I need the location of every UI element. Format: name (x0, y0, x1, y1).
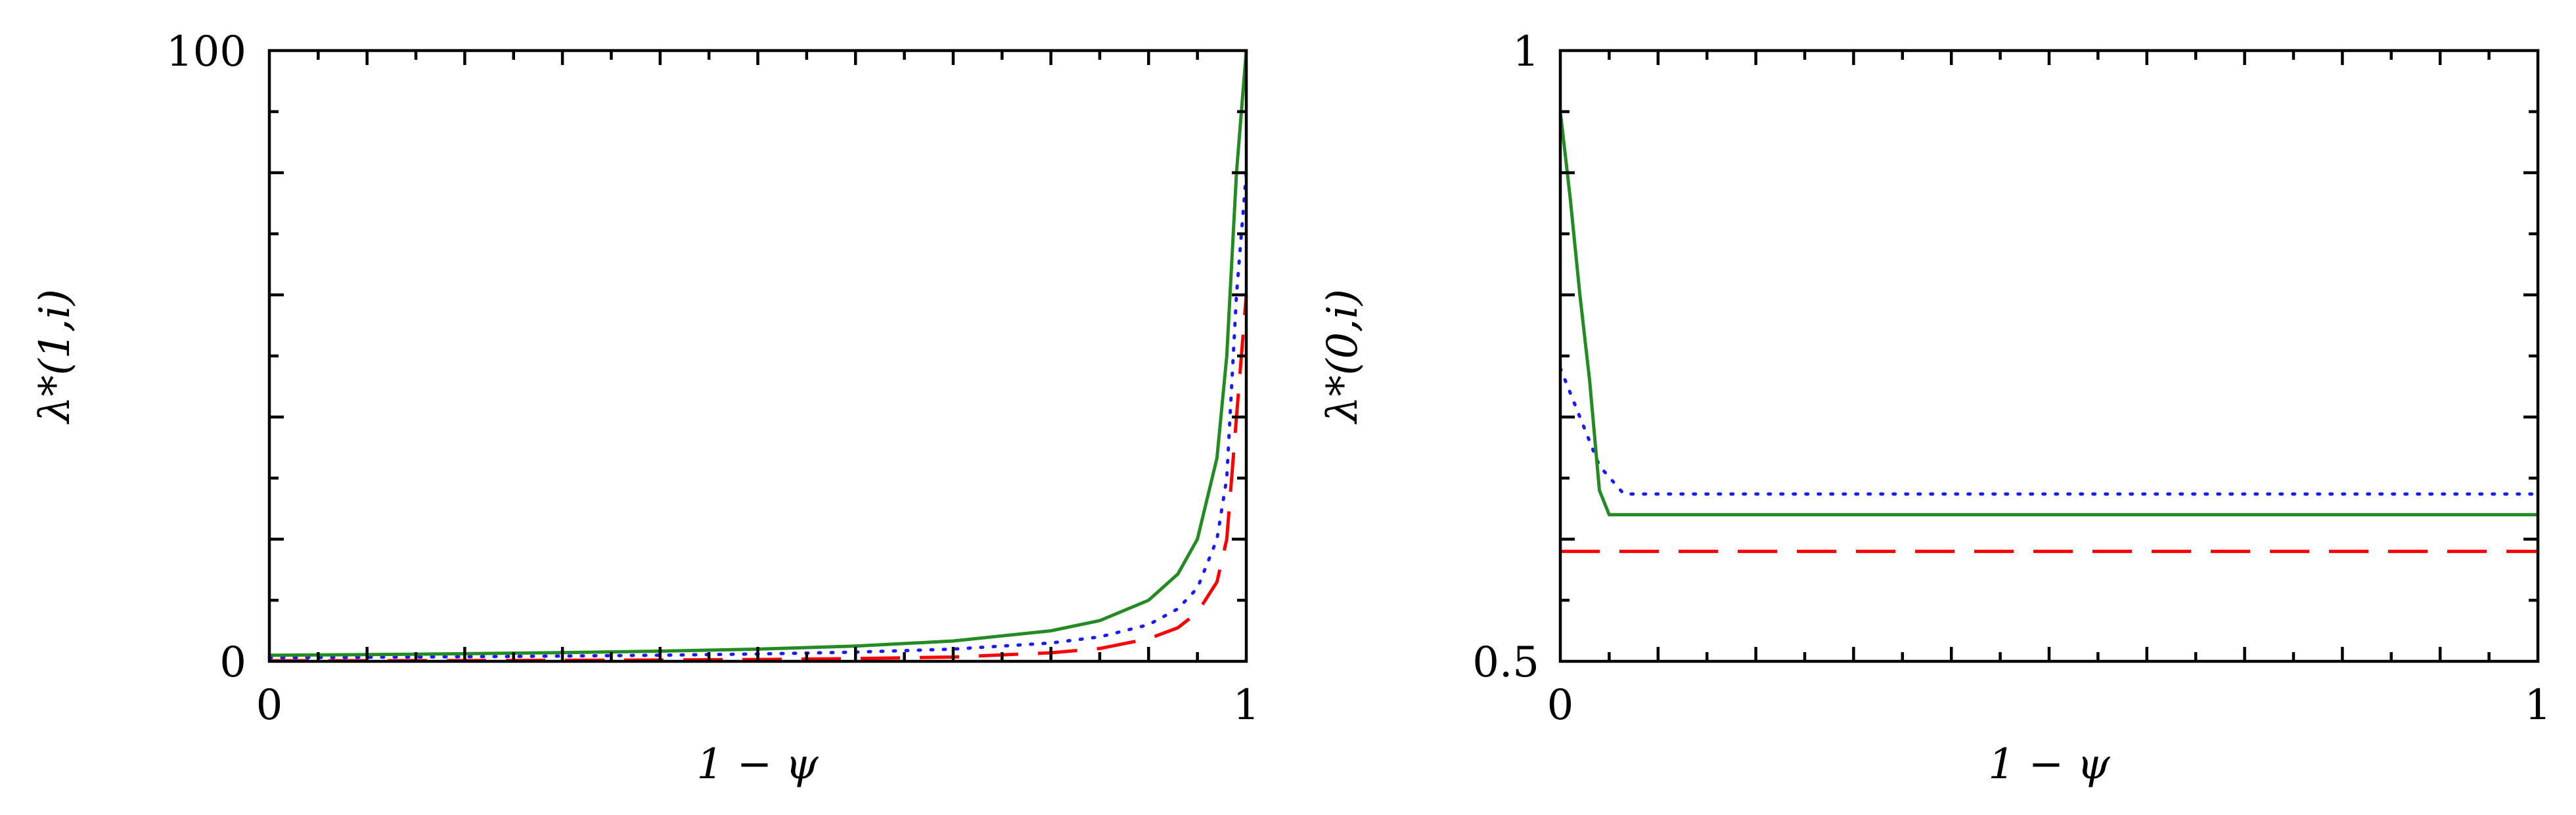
left-x-tick-0: 0 (256, 681, 283, 730)
right-x-tick-1: 1 (2525, 681, 2552, 730)
right-y-tick-0: 0.5 (1472, 638, 1539, 687)
right-series-line-0 (1558, 111, 2538, 517)
right-chart-ticks (1560, 51, 2538, 661)
left-series-line-0 (269, 50, 1248, 657)
right-x-tick-0: 0 (1547, 681, 1574, 730)
left-series-line-2 (269, 294, 1248, 663)
left-series-line-1 (267, 171, 1248, 659)
right-y-tick-1: 1 (1512, 28, 1539, 76)
left-y-tick-0: 0 (219, 638, 246, 687)
left-y-tick-1: 100 (166, 28, 246, 76)
right-series-line-1 (1558, 366, 2540, 496)
left-x-axis-label: 1 − ψ (696, 740, 819, 789)
right-chart-frame (1558, 49, 2540, 663)
left-chart-frame (267, 49, 1248, 663)
right-x-axis-label: 1 − ψ (1988, 740, 2110, 789)
left-y-axis-label: λ*(1,i) (31, 289, 79, 425)
right-y-axis-label: λ*(0,i) (1319, 289, 1367, 425)
left-chart-ticks (269, 51, 1246, 661)
left-x-tick-1: 1 (1233, 681, 1260, 730)
right-chart-panel: 0 1 0.5 1 1 − ψ λ*(0,i) (1319, 28, 2551, 789)
left-chart-panel: 0 1 0 100 1 − ψ λ*(1,i) (31, 28, 1259, 789)
left-chart-series (267, 50, 1248, 663)
right-chart-series (1558, 111, 2540, 554)
